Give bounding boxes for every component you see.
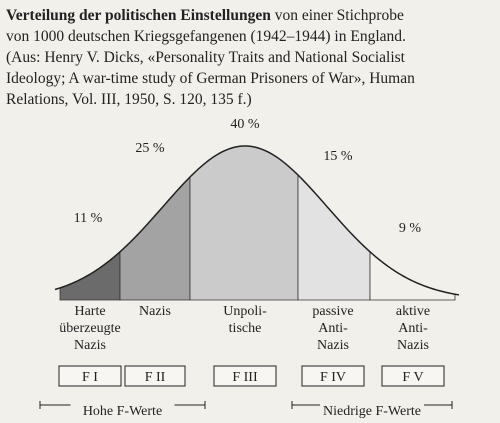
group-label: Hohe F-Werte: [83, 404, 162, 419]
percent-label: 25 %: [135, 141, 165, 156]
f-box-label: F I: [82, 370, 98, 385]
f-box-label: F II: [145, 370, 166, 385]
f-box-label: F III: [232, 370, 258, 385]
section-label: Nazis: [317, 338, 349, 353]
section-label: Anti-: [398, 321, 428, 336]
bracket-gap: [320, 399, 424, 419]
section-label: Anti-: [318, 321, 348, 336]
bracket-gap: [70, 399, 175, 419]
section-label: Nazis: [139, 304, 171, 319]
f-box: [213, 365, 277, 387]
f-box: [301, 365, 365, 387]
percent-label: 40 %: [230, 117, 260, 132]
section-label: Unpoli-: [223, 304, 267, 319]
curve-outline: [54, 145, 460, 296]
section-label: aktive: [396, 304, 430, 319]
section-label: tische: [229, 321, 262, 336]
section-label: Nazis: [74, 338, 106, 353]
percent-label: 15 %: [323, 149, 353, 164]
caption-line: Relations, Vol. III, 1950, S. 120, 135 f…: [6, 91, 252, 108]
section-label: Nazis: [397, 338, 429, 353]
group-label: Niedrige F-Werte: [323, 404, 421, 419]
curve-section: [189, 145, 299, 301]
f-box: [124, 365, 186, 387]
percent-label: 9 %: [399, 221, 422, 236]
percent-label: 11 %: [74, 211, 103, 226]
f-box-label: F IV: [320, 370, 346, 385]
section-label: Harte: [74, 304, 105, 319]
f-box: [381, 365, 445, 387]
caption-line: Verteilung der politischen Einstellungen…: [6, 7, 404, 24]
f-box-label: F V: [402, 370, 423, 385]
section-label: passive: [312, 304, 353, 319]
f-box: [58, 365, 122, 387]
caption-line: von 1000 deutschen Kriegsgefangenen (194…: [6, 28, 406, 45]
caption-line: (Aus: Henry V. Dicks, «Personality Trait…: [6, 49, 406, 66]
caption-line: Ideology; A war-time study of German Pri…: [6, 70, 415, 87]
caption-text: von einer Stichprobe: [271, 7, 404, 24]
caption-bold: Verteilung der politischen Einstellungen: [6, 7, 271, 24]
section-label: überzeugte: [59, 321, 120, 336]
